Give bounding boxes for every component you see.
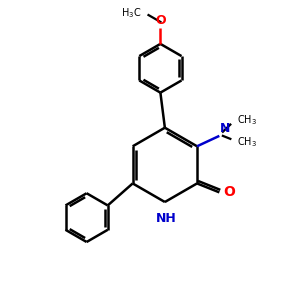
Text: NH: NH: [156, 212, 177, 224]
Text: CH$_3$: CH$_3$: [237, 135, 257, 149]
Text: H$_3$C: H$_3$C: [121, 6, 141, 20]
Text: O: O: [223, 185, 235, 200]
Text: O: O: [155, 14, 166, 27]
Text: CH$_3$: CH$_3$: [237, 113, 257, 127]
Text: N: N: [220, 122, 231, 135]
